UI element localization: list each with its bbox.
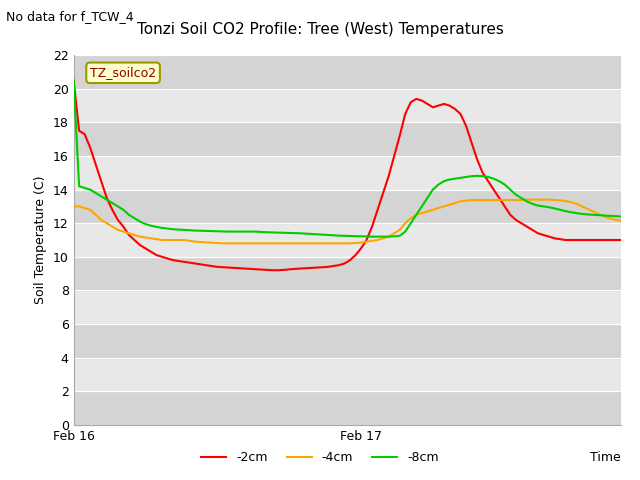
Bar <box>74 190 621 223</box>
Text: TZ_soilco2: TZ_soilco2 <box>90 66 156 79</box>
Bar <box>74 156 621 190</box>
Text: No data for f_TCW_4: No data for f_TCW_4 <box>6 10 134 23</box>
Bar <box>74 89 621 122</box>
Legend: -2cm, -4cm, -8cm: -2cm, -4cm, -8cm <box>196 446 444 469</box>
Text: Time: Time <box>590 451 621 464</box>
Bar <box>74 391 621 425</box>
Bar <box>74 324 621 358</box>
Bar <box>74 358 621 391</box>
Text: Tonzi Soil CO2 Profile: Tree (West) Temperatures: Tonzi Soil CO2 Profile: Tree (West) Temp… <box>136 22 504 36</box>
Bar <box>74 55 621 89</box>
Bar <box>74 122 621 156</box>
Bar <box>74 290 621 324</box>
Bar <box>74 223 621 257</box>
Y-axis label: Soil Temperature (C): Soil Temperature (C) <box>35 176 47 304</box>
Bar <box>74 257 621 290</box>
